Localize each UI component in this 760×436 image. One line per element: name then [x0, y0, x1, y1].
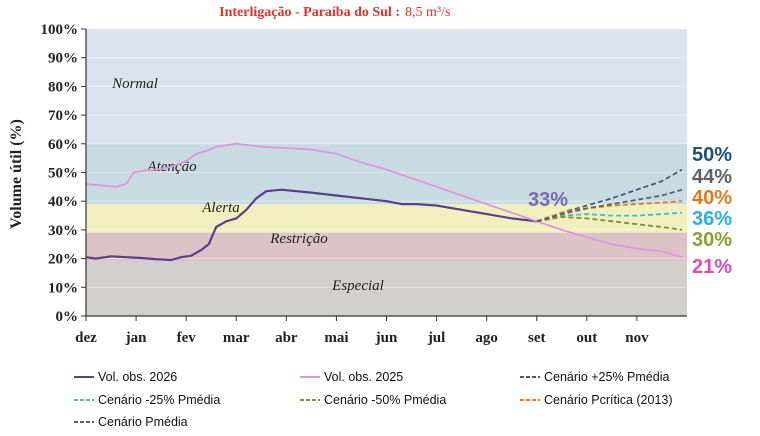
- legend-label: Vol. obs. 2025: [324, 370, 403, 384]
- series-line: [85, 142, 683, 259]
- zone-band: [86, 261, 687, 316]
- end-label: 40%: [692, 187, 732, 209]
- x-tick-label: abr: [275, 330, 298, 346]
- x-tick-label: mar: [223, 330, 250, 346]
- zone-label: Restrição: [269, 231, 328, 247]
- zone-band: [86, 232, 687, 262]
- end-label: 44%: [692, 166, 732, 188]
- x-tick-label: set: [528, 330, 546, 346]
- y-tick-label: 30%: [48, 223, 78, 239]
- y-tick-label: 70%: [48, 108, 78, 124]
- end-label: 21%: [692, 256, 732, 278]
- y-tick-label: 0%: [56, 309, 79, 325]
- zone-band: [86, 204, 687, 233]
- series-line: [536, 200, 683, 223]
- zone-label: Especial: [331, 278, 384, 294]
- y-tick-label: 80%: [48, 79, 78, 95]
- series-line: [536, 211, 683, 223]
- y-tick-label: 90%: [48, 51, 78, 67]
- end-label: 30%: [692, 229, 732, 251]
- x-tick-label: jul: [427, 330, 446, 346]
- x-tick-label: mai: [324, 330, 348, 346]
- chart-title-value: 8,5 m³/s: [405, 5, 450, 20]
- legend-label: Cenário -25% Pmédia: [98, 393, 220, 407]
- series-line: [85, 188, 537, 262]
- x-tick-label: out: [576, 330, 597, 346]
- y-tick-label: 40%: [48, 194, 78, 210]
- x-tick-label: jan: [125, 330, 147, 346]
- legend-label: Cenário Pcrítica (2013): [544, 393, 673, 407]
- end-label: 50%: [692, 144, 732, 166]
- legend-label: Cenário +25% Pmédia: [544, 370, 669, 384]
- legend-label: Vol. obs. 2026: [98, 370, 177, 384]
- y-tick-label: 20%: [48, 252, 78, 268]
- y-tick-label: 100%: [41, 22, 79, 38]
- x-tick-label: jun: [375, 330, 398, 346]
- start-label: 33%: [528, 189, 568, 211]
- chart-title: Interligação - Paraíba do Sul :: [219, 5, 400, 20]
- y-tick-label: 10%: [48, 280, 78, 296]
- x-tick-label: fev: [177, 330, 197, 346]
- y-tick-label: 50%: [48, 166, 78, 182]
- end-label: 36%: [692, 208, 732, 230]
- zone-band: [86, 143, 687, 205]
- series-line: [536, 188, 683, 223]
- x-tick-label: dez: [75, 330, 97, 346]
- legend-label: Cenário -50% Pmédia: [324, 393, 446, 407]
- y-axis-label: Volume útil (%): [8, 119, 25, 229]
- y-tick-label: 60%: [48, 137, 78, 153]
- legend-label: Cenário Pmédia: [98, 415, 188, 429]
- zone-label: Alerta: [201, 200, 240, 216]
- x-tick-label: ago: [475, 330, 498, 346]
- series-line: [536, 216, 683, 231]
- zone-label: Normal: [111, 76, 158, 92]
- x-tick-label: nov: [625, 330, 649, 346]
